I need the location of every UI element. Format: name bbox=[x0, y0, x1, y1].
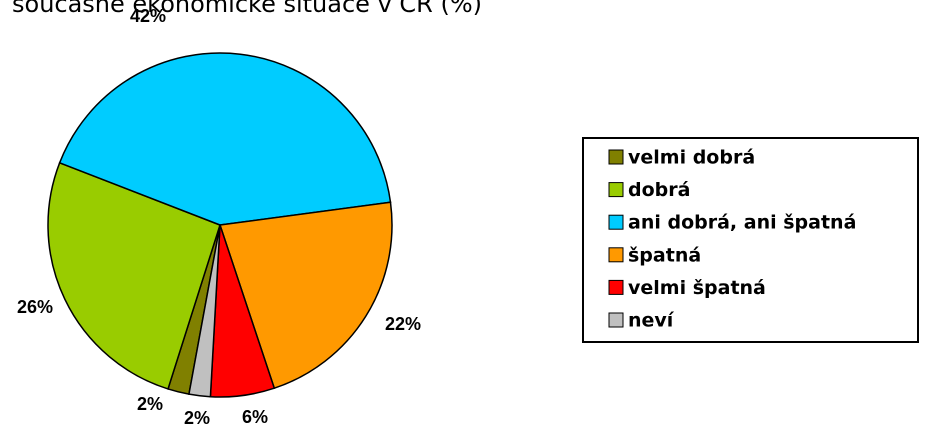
legend-label: velmi dobrá bbox=[628, 147, 755, 169]
legend-swatch bbox=[608, 182, 624, 198]
data-label: 2% bbox=[137, 394, 163, 414]
pie-slice bbox=[219, 201, 393, 390]
data-label: 26% bbox=[17, 297, 53, 317]
legend-label: velmi špatná bbox=[628, 277, 766, 299]
legend-label: neví bbox=[628, 310, 675, 332]
data-label: 2% bbox=[184, 408, 210, 428]
legend-label: dobrá bbox=[628, 179, 690, 201]
pie-slice bbox=[58, 52, 392, 226]
legend-swatch bbox=[608, 247, 624, 263]
legend-box bbox=[582, 137, 919, 343]
data-label: 6% bbox=[242, 407, 268, 427]
chart-title: současné ekonomické situace v ČR (%) bbox=[12, 0, 482, 18]
legend-swatch bbox=[608, 312, 624, 328]
legend-swatch bbox=[608, 149, 624, 165]
data-label: 22% bbox=[385, 314, 421, 334]
pie-slice bbox=[47, 161, 221, 390]
legend-swatch bbox=[608, 214, 624, 230]
pie-slice bbox=[188, 224, 221, 398]
legend-swatch bbox=[608, 279, 624, 295]
legend-label: ani dobrá, ani špatná bbox=[628, 212, 856, 234]
data-label: 42% bbox=[130, 6, 166, 26]
legend-label: špatná bbox=[628, 244, 701, 266]
